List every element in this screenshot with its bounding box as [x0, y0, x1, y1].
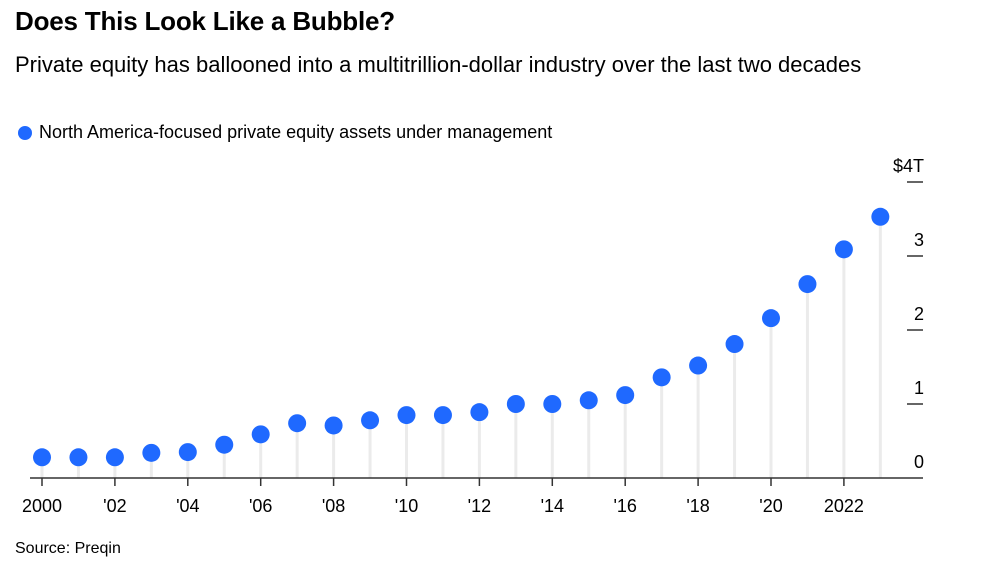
data-point-2020 — [762, 309, 780, 328]
y-tick-label: 1 — [914, 378, 924, 398]
y-tick-label: $4T — [893, 156, 924, 176]
legend: North America-focused private equity ass… — [18, 122, 552, 143]
x-tick-label: '02 — [103, 496, 126, 516]
x-tick-label: '14 — [541, 496, 564, 516]
data-point-2012 — [470, 403, 489, 422]
data-point-2002 — [105, 448, 124, 467]
y-axis: 0 1 2 3 $4T — [893, 156, 924, 472]
chart-subtitle: Private equity has ballooned into a mult… — [15, 52, 862, 77]
data-point-2018 — [689, 356, 708, 375]
data-point-2017 — [652, 368, 671, 387]
x-tick-label: '16 — [613, 496, 636, 516]
source-note: Source: Preqin — [15, 540, 121, 557]
data-point-2021 — [798, 275, 817, 294]
data-point-2004 — [178, 443, 197, 462]
legend-label: North America-focused private equity ass… — [39, 122, 553, 142]
data-point-2005 — [215, 435, 234, 454]
data-point-2016 — [616, 386, 635, 405]
data-point-2001 — [69, 448, 88, 467]
data-point-2003 — [142, 443, 161, 462]
data-point-2023 — [871, 207, 890, 226]
x-tick-label: '10 — [395, 496, 418, 516]
x-axis: 2000 '02 '04 '06 '08 '10 '12 '14 '16 '18 '20 2022 — [22, 477, 923, 516]
y-tick-label: 2 — [914, 304, 924, 324]
data-point-2013 — [506, 395, 525, 413]
data-point-2000 — [33, 448, 51, 467]
x-tick-label: '12 — [468, 496, 491, 516]
x-tick-label: '06 — [249, 496, 272, 516]
y-tick-label: 0 — [914, 452, 924, 472]
data-point-2010 — [397, 406, 416, 425]
data-point-2014 — [543, 395, 562, 413]
data-point-2006 — [251, 425, 270, 444]
stems-layer — [40, 216, 882, 478]
x-tick-label: 2022 — [824, 496, 864, 516]
data-point-2015 — [579, 391, 598, 410]
chart-title: Does This Look Like a Bubble? — [15, 6, 395, 36]
data-point-2007 — [288, 414, 307, 433]
x-tick-label: '08 — [322, 496, 345, 516]
dots-layer — [33, 207, 890, 467]
data-point-2022 — [834, 240, 853, 259]
x-tick-label: 2000 — [22, 496, 62, 516]
x-tick-label: '20 — [759, 496, 782, 516]
data-point-2019 — [725, 335, 744, 354]
data-point-2011 — [433, 406, 452, 425]
legend-marker — [18, 125, 32, 140]
x-tick-label: '18 — [686, 496, 709, 516]
y-tick-label: 3 — [914, 230, 924, 250]
x-tick-label: '04 — [176, 496, 199, 516]
data-point-2008 — [324, 416, 343, 435]
data-point-2009 — [361, 411, 380, 430]
